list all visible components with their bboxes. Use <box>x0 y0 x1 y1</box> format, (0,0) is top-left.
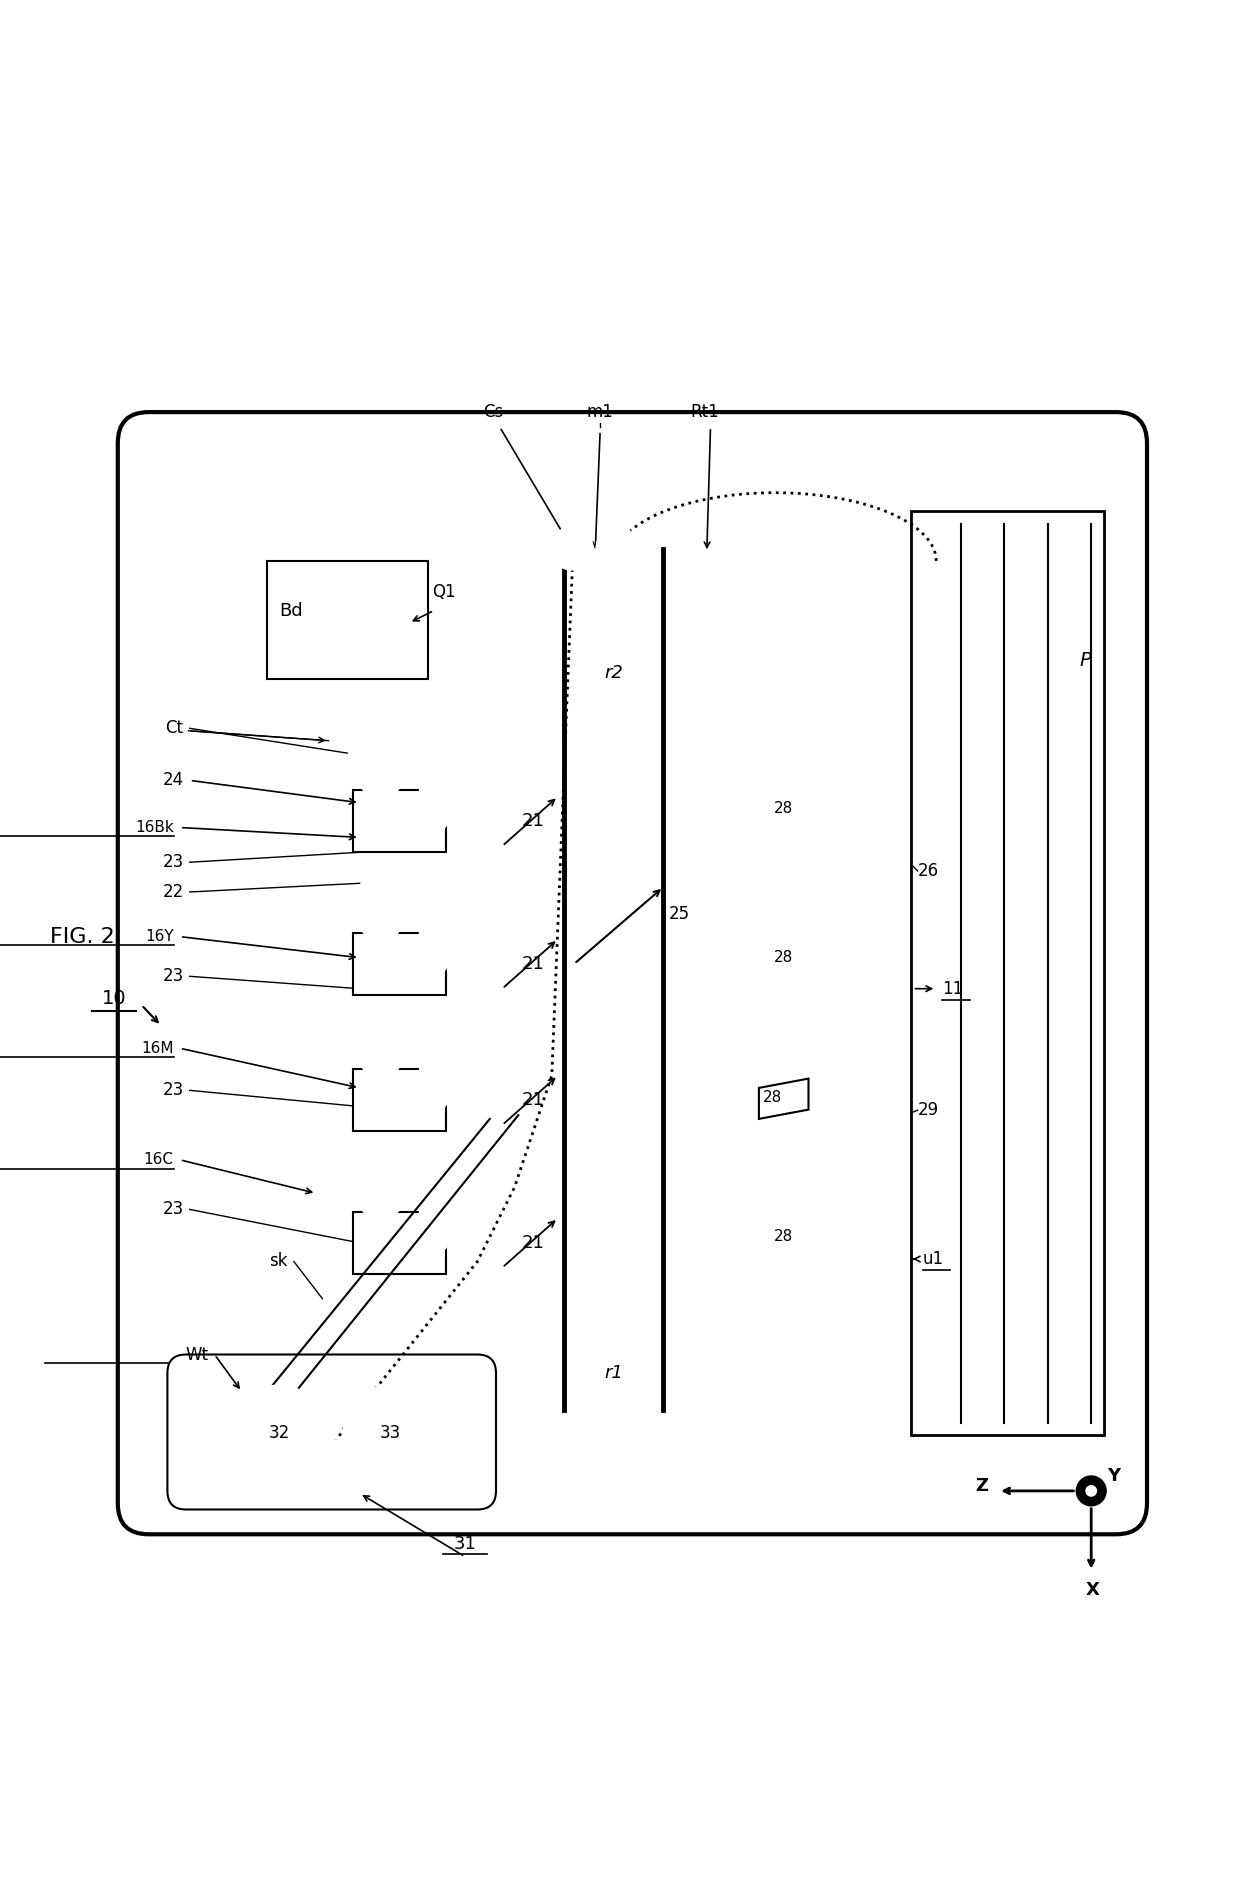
Bar <box>267 561 428 679</box>
Text: 10: 10 <box>102 990 126 1009</box>
Text: P: P <box>1079 651 1091 670</box>
Circle shape <box>405 932 450 978</box>
Circle shape <box>655 1191 759 1294</box>
Circle shape <box>358 896 403 940</box>
Circle shape <box>320 1441 360 1481</box>
Circle shape <box>419 1191 474 1245</box>
Circle shape <box>440 1007 626 1193</box>
Text: sk: sk <box>269 1252 288 1271</box>
Text: 28: 28 <box>774 1229 794 1245</box>
Bar <box>353 1069 446 1130</box>
Text: 23: 23 <box>162 1201 184 1218</box>
Circle shape <box>358 754 403 797</box>
Text: 11: 11 <box>942 980 963 997</box>
Bar <box>353 932 446 995</box>
Circle shape <box>343 1385 438 1481</box>
Text: 28: 28 <box>774 801 794 816</box>
Text: Bd: Bd <box>279 601 304 620</box>
Text: Q1: Q1 <box>432 582 456 601</box>
Text: 21: 21 <box>522 813 544 830</box>
Text: 23: 23 <box>162 853 184 872</box>
Circle shape <box>655 912 759 1016</box>
Text: m1: m1 <box>587 403 614 421</box>
Text: 16M: 16M <box>141 1041 174 1056</box>
Text: 28: 28 <box>774 950 794 965</box>
Circle shape <box>1086 1486 1096 1496</box>
Text: 23: 23 <box>162 1081 184 1100</box>
Circle shape <box>655 769 759 873</box>
Circle shape <box>533 1292 694 1454</box>
Circle shape <box>405 1069 450 1113</box>
Text: Rt1: Rt1 <box>689 403 719 421</box>
Text: Y: Y <box>1107 1467 1120 1484</box>
Text: X: X <box>1085 1581 1100 1599</box>
Text: u1: u1 <box>923 1250 944 1267</box>
Text: 23: 23 <box>162 967 184 986</box>
Circle shape <box>1076 1477 1106 1505</box>
Text: Z: Z <box>976 1477 988 1496</box>
Circle shape <box>405 1212 450 1256</box>
Text: 16Y: 16Y <box>145 929 174 944</box>
Circle shape <box>419 1049 474 1102</box>
Circle shape <box>358 1031 403 1077</box>
Text: r1: r1 <box>604 1364 624 1382</box>
Circle shape <box>440 729 626 913</box>
FancyBboxPatch shape <box>118 413 1147 1534</box>
Text: 33: 33 <box>379 1423 402 1442</box>
Circle shape <box>596 527 639 569</box>
Text: Ct: Ct <box>165 719 184 736</box>
Circle shape <box>419 769 474 824</box>
Circle shape <box>232 1385 326 1481</box>
Text: 25: 25 <box>668 906 691 923</box>
Text: Cs: Cs <box>484 403 503 421</box>
Text: 24: 24 <box>162 771 184 790</box>
Circle shape <box>440 872 626 1056</box>
Text: 29: 29 <box>918 1102 939 1119</box>
Text: Wt: Wt <box>185 1345 208 1364</box>
Text: 26: 26 <box>918 862 939 879</box>
Text: 28: 28 <box>763 1090 782 1106</box>
Circle shape <box>285 1441 325 1481</box>
Text: 16C: 16C <box>144 1153 174 1167</box>
Circle shape <box>405 790 450 835</box>
Circle shape <box>419 912 474 967</box>
Circle shape <box>358 1174 403 1220</box>
Circle shape <box>496 554 732 790</box>
Circle shape <box>440 1149 626 1336</box>
Text: r2: r2 <box>604 664 624 681</box>
Text: FIG. 2: FIG. 2 <box>50 927 114 946</box>
Text: 22: 22 <box>162 883 184 900</box>
Bar <box>353 1212 446 1273</box>
Text: m2: m2 <box>260 1425 288 1444</box>
Text: 31: 31 <box>454 1536 476 1553</box>
Text: 16Bk: 16Bk <box>135 820 174 835</box>
Text: 21: 21 <box>522 1090 544 1109</box>
Text: 21: 21 <box>522 1233 544 1252</box>
Text: 21: 21 <box>522 955 544 972</box>
FancyBboxPatch shape <box>167 1355 496 1509</box>
Text: 32: 32 <box>268 1423 290 1442</box>
Circle shape <box>551 527 593 569</box>
Polygon shape <box>759 1079 808 1119</box>
Bar <box>911 512 1104 1435</box>
Bar <box>353 790 446 853</box>
Circle shape <box>655 1049 759 1153</box>
